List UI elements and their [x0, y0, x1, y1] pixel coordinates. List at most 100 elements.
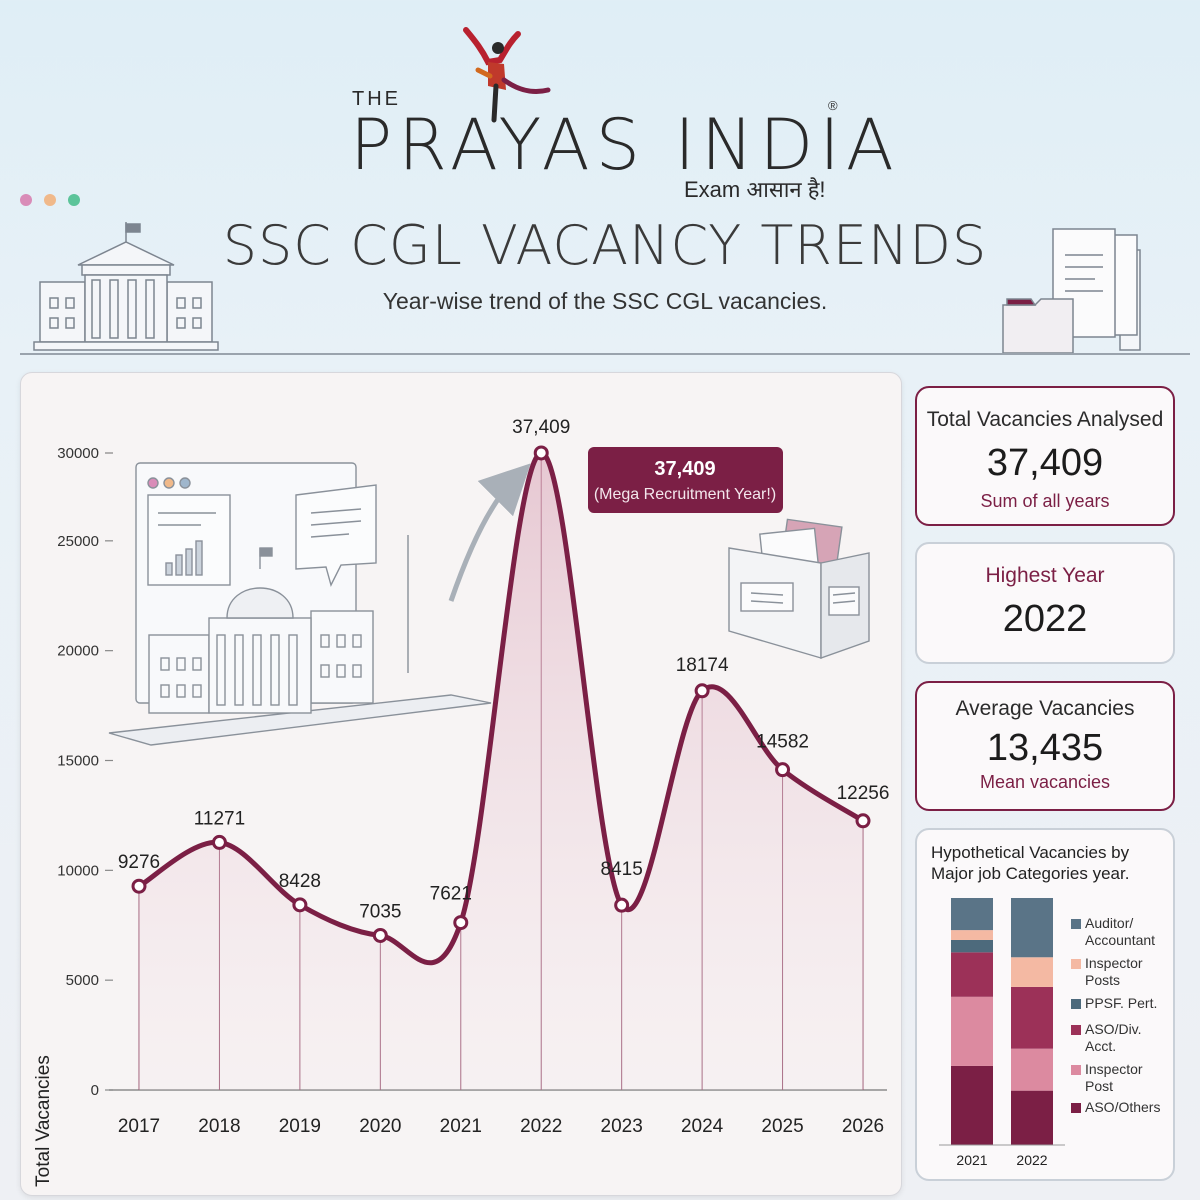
stacked-bar-segment: [1011, 1048, 1053, 1091]
legend-swatch: [1071, 999, 1081, 1009]
registered-mark: ®: [828, 98, 838, 113]
legend-label: Inspector: [1085, 955, 1143, 971]
legend-label-line2: Post: [1085, 1078, 1113, 1094]
y-tick-label: 0: [91, 1082, 99, 1099]
logo-tagline: Exam आसान है!: [684, 177, 826, 202]
average-vacancies-card: Average Vacancies 13,435 Mean vacancies: [915, 681, 1175, 811]
y-tick-label: 30000: [57, 445, 99, 462]
data-label: 14582: [756, 732, 809, 753]
data-point: [694, 683, 710, 699]
y-axis-label: Total Vacancies: [33, 1055, 54, 1187]
legend-swatch: [1071, 1025, 1081, 1035]
data-point: [292, 897, 308, 913]
legend-label-line2: Acct.: [1085, 1038, 1116, 1054]
data-point: [372, 927, 388, 943]
total-vacancies-note: Sum of all years: [980, 491, 1110, 511]
legend-label: Inspector: [1085, 1061, 1143, 1077]
area-fill: [139, 452, 863, 1090]
data-point: [453, 915, 469, 931]
category-x-label: 2021: [956, 1152, 987, 1168]
legend-swatch: [1071, 1065, 1081, 1075]
stacked-bar-segment: [951, 930, 993, 940]
stacked-bar-segment: [1011, 957, 1053, 987]
stacked-bar-segment: [951, 898, 993, 931]
x-tick-label: 2023: [601, 1116, 643, 1137]
data-label: 8415: [601, 859, 643, 880]
average-vacancies-note: Mean vacancies: [979, 772, 1111, 792]
legend-label-line2: Accountant: [1085, 932, 1155, 948]
data-label: 9276: [118, 852, 160, 873]
data-label: 12256: [837, 783, 890, 804]
header-divider: [20, 353, 1190, 355]
category-chart-title: Hypothetical Vacancies by Major job Cate…: [931, 843, 1130, 883]
total-vacancies-value: 37,409: [986, 442, 1104, 484]
x-tick-label: 2024: [681, 1116, 724, 1137]
dashboard-illustration-icon: [108, 462, 492, 746]
stacked-bar-segment: [951, 939, 993, 953]
legend-label: PPSF. Pert.: [1085, 995, 1157, 1011]
stacked-bar-segment: [1011, 898, 1053, 958]
stacked-bar-segment: [951, 952, 993, 997]
legend-label: ASO/Others: [1085, 1099, 1160, 1115]
x-tick-label: 2018: [198, 1116, 240, 1137]
data-point: [131, 878, 147, 894]
x-tick-label: 2026: [842, 1116, 884, 1137]
highest-year-card: Highest Year 2022: [915, 542, 1175, 664]
legend-swatch: [1071, 919, 1081, 929]
growth-arrow-icon: [448, 463, 531, 602]
y-axis: 0 5000 10000 15000 20000 25000 30000: [57, 445, 113, 1099]
data-label: 7621: [430, 884, 472, 905]
data-label: 37,409: [512, 417, 570, 438]
data-point: [614, 897, 630, 913]
category-chart-card: Hypothetical Vacancies by Major job Cate…: [915, 828, 1175, 1181]
highest-year-label: Highest Year: [985, 564, 1105, 587]
x-tick-label: 2019: [279, 1116, 321, 1137]
y-tick-label: 25000: [57, 533, 99, 550]
mega-year-callout: 37,409 (Mega Recruitment Year!): [588, 447, 783, 513]
stacked-bar-segment: [951, 996, 993, 1066]
documents-folder-icon: [1002, 228, 1141, 354]
data-label: 18174: [676, 655, 729, 676]
page-subtitle: Year-wise trend of the SSC CGL vacancies…: [382, 288, 828, 314]
total-vacancies-card: Total Vacancies Analysed 37,409 Sum of a…: [915, 386, 1175, 526]
data-label: 11271: [194, 808, 245, 829]
data-labels: 9276 11271 8428 7035 7621 37,409 8415 18174 1458…: [118, 417, 890, 922]
legend-swatch: [1071, 959, 1081, 969]
stacked-bar-segment: [1011, 1090, 1053, 1145]
data-point: [533, 445, 549, 461]
logo-the: THE: [352, 88, 401, 110]
legend-swatch: [1071, 1103, 1081, 1113]
x-tick-label: 2020: [359, 1116, 401, 1137]
data-point: [775, 762, 791, 778]
highest-year-value: 2022: [1002, 598, 1088, 640]
logo-wordmark: PRAYAS INDIA: [350, 104, 900, 186]
legend-label-line2: Posts: [1085, 972, 1120, 988]
data-label: 7035: [359, 901, 401, 922]
callout-value: 37,409: [654, 458, 715, 480]
logo-dancer-icon: [463, 27, 551, 123]
average-vacancies-label: Average Vacancies: [955, 697, 1135, 720]
callout-note: (Mega Recruitment Year!): [594, 486, 776, 503]
window-dot-orange: [44, 194, 56, 206]
window-dot-pink: [20, 194, 32, 206]
window-dot-green: [68, 194, 80, 206]
y-tick-label: 10000: [57, 862, 99, 879]
page-title: SSC CGL VACANCY TRENDS: [222, 214, 988, 277]
legend-label: Auditor/: [1085, 915, 1133, 931]
legend-label: ASO/Div.: [1085, 1021, 1142, 1037]
x-tick-label: 2017: [118, 1116, 160, 1137]
x-tick-label: 2022: [520, 1116, 562, 1137]
category-stacked-bar-chart: 2021 2022Auditor/AccountantInspectorPosts…: [939, 898, 1160, 1168]
data-point: [211, 834, 227, 850]
window-dots: [20, 193, 92, 211]
total-vacancies-label: Total Vacancies Analysed: [926, 408, 1164, 431]
y-tick-label: 15000: [57, 753, 99, 770]
data-point: [855, 813, 871, 829]
x-tick-label: 2025: [761, 1116, 803, 1137]
government-building-icon: [33, 222, 219, 351]
x-axis: 2017 2018 2019 2020 2021 2022 2023 2024 2025 2026: [109, 1089, 887, 1137]
x-tick-label: 2021: [440, 1116, 482, 1137]
y-tick-label: 5000: [66, 972, 99, 989]
line-chart-panel: 0 5000 10000 15000 20000 25000 30000 2017 2018 2…: [20, 372, 902, 1196]
